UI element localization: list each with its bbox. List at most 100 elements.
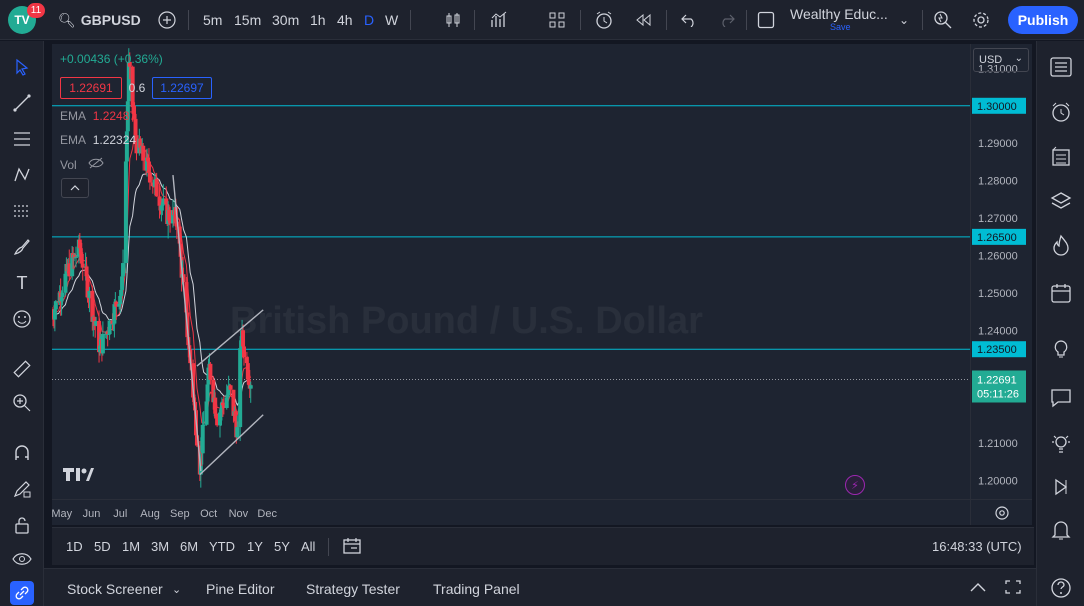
level-price-label: 1.30000 — [977, 101, 1017, 113]
range-ytd[interactable]: YTD — [209, 539, 235, 554]
fib-icon[interactable] — [10, 127, 34, 151]
help-icon[interactable] — [1049, 576, 1073, 600]
ema-slow-legend[interactable]: EMA 1.22324 — [60, 133, 136, 147]
lightning-icon[interactable]: ⚡︎ — [845, 475, 865, 495]
timeframe-w[interactable]: W — [385, 0, 398, 40]
tab-pine-editor[interactable]: Pine Editor — [206, 581, 274, 597]
brush-icon[interactable] — [10, 235, 34, 259]
range-all[interactable]: All — [301, 539, 315, 554]
legend-collapse-button[interactable] — [61, 178, 89, 198]
timeframe-15m[interactable]: 15m — [234, 0, 261, 40]
layers-icon[interactable] — [1049, 189, 1073, 213]
prediction-icon[interactable] — [10, 199, 34, 223]
price-axis[interactable]: 1.31000 1.29000 1.28000 1.27000 1.26000 1.250… — [970, 44, 1032, 499]
chevron-down-icon: ⌄ — [1015, 53, 1023, 64]
chevron-down-icon[interactable]: ⌄ — [899, 0, 909, 40]
time-tick-label: Aug — [140, 508, 160, 520]
range-1y[interactable]: 1Y — [247, 539, 263, 554]
redo-icon[interactable] — [718, 0, 736, 40]
layout-square-icon[interactable] — [757, 0, 775, 40]
publish-button[interactable]: Publish — [1008, 6, 1078, 34]
bid-price[interactable]: 1.22691 — [60, 77, 122, 99]
watchlist-icon[interactable] — [1049, 55, 1073, 79]
hotlist-fire-icon[interactable] — [1049, 233, 1073, 257]
trendline — [200, 415, 263, 475]
bar-countdown-label: 05:11:26 — [977, 389, 1019, 401]
range-1d[interactable]: 1D — [66, 539, 83, 554]
price-tick-label: 1.27000 — [978, 213, 1018, 225]
timeframe-4h[interactable]: 4h — [337, 0, 353, 40]
lock-icon[interactable] — [10, 513, 34, 537]
tab-strategy-tester[interactable]: Strategy Tester — [306, 581, 400, 597]
range-5d[interactable]: 5D — [94, 539, 111, 554]
price-tick-label: 1.24000 — [978, 325, 1018, 337]
layouts-icon[interactable] — [548, 0, 566, 40]
zoom-icon[interactable] — [10, 391, 34, 415]
notification-bell-icon[interactable] — [1049, 518, 1073, 542]
alarm-clock-icon[interactable] — [1049, 100, 1073, 124]
ideas-icon[interactable] — [1049, 337, 1073, 361]
eye-off-icon[interactable] — [88, 158, 104, 172]
tab-trading-panel[interactable]: Trading Panel — [433, 581, 520, 597]
time-tick-label: Jul — [113, 508, 127, 520]
chat-icon[interactable] — [1049, 386, 1073, 410]
draw-lock-icon[interactable] — [10, 477, 34, 501]
range-5y[interactable]: 5Y — [274, 539, 290, 554]
ask-price[interactable]: 1.22697 — [152, 77, 212, 99]
timeframe-5m[interactable]: 5m — [203, 0, 222, 40]
range-6m[interactable]: 6M — [180, 539, 198, 554]
drawing-toolbar: T — [0, 41, 44, 606]
symbol-search[interactable]: 🔍︎ GBPUSD — [58, 0, 141, 40]
idea-stream-icon[interactable] — [1049, 431, 1073, 455]
text-icon[interactable]: T — [10, 271, 34, 295]
maximize-panel-icon[interactable] — [1004, 579, 1022, 598]
search-icon: 🔍︎ — [58, 12, 76, 29]
spread-value: 0.6 — [126, 77, 148, 99]
price-tick-label: 1.21000 — [978, 438, 1018, 450]
level-price-label: 1.23500 — [977, 344, 1017, 356]
time-tick-label: Oct — [200, 508, 217, 520]
tab-stock-screener[interactable]: Stock Screener — [67, 581, 163, 597]
pattern-icon[interactable] — [10, 163, 34, 187]
account-name[interactable]: Wealthy Educ... — [790, 6, 888, 22]
volume-legend[interactable]: Vol — [60, 157, 104, 172]
price-chart[interactable] — [52, 44, 970, 499]
quick-search-icon[interactable] — [933, 0, 953, 40]
undo-icon[interactable] — [680, 0, 698, 40]
timeframe-d[interactable]: D — [364, 0, 374, 40]
data-window-icon[interactable] — [1049, 145, 1073, 169]
time-tick-label: Nov — [229, 508, 249, 520]
trendline-icon[interactable] — [10, 91, 34, 115]
emoji-icon[interactable] — [10, 307, 34, 331]
utc-clock[interactable]: 16:48:33 (UTC) — [932, 539, 1022, 554]
link-icon[interactable] — [10, 581, 34, 605]
add-symbol-icon[interactable] — [156, 0, 178, 40]
replay-icon[interactable] — [634, 0, 652, 40]
range-1m[interactable]: 1M — [122, 539, 140, 554]
gear-icon[interactable] — [971, 0, 991, 40]
indicators-icon[interactable] — [490, 0, 510, 40]
time-tick-label: Dec — [257, 508, 277, 520]
level-price-label: 1.26500 — [977, 232, 1017, 244]
chevron-down-icon[interactable]: ⌄ — [172, 583, 181, 596]
goto-date-icon[interactable] — [342, 537, 362, 558]
magnet-icon[interactable] — [10, 441, 34, 465]
calendar-icon[interactable] — [1049, 281, 1073, 305]
alert-icon[interactable] — [594, 0, 614, 40]
candle-style-icon[interactable] — [444, 0, 462, 40]
timeframe-1h[interactable]: 1h — [310, 0, 326, 40]
collapse-panel-icon[interactable] — [969, 580, 987, 597]
axis-settings[interactable] — [970, 499, 1032, 525]
currency-select[interactable]: USD ⌄ — [973, 48, 1029, 72]
chart-pane[interactable]: British Pound / U.S. Dollar — [52, 44, 970, 499]
price-tick-label: 1.20000 — [978, 475, 1018, 487]
play-icon[interactable] — [1049, 475, 1073, 499]
ema-fast-legend[interactable]: EMA 1.22487 — [60, 109, 136, 123]
range-3m[interactable]: 3M — [151, 539, 169, 554]
ema-fast-label: EMA — [60, 109, 85, 123]
cursor-icon[interactable] — [10, 55, 34, 79]
eye-icon[interactable] — [10, 547, 34, 571]
ruler-icon[interactable] — [10, 357, 34, 381]
time-axis[interactable]: May Jun Jul Aug Sep Oct Nov Dec — [52, 499, 970, 525]
timeframe-30m[interactable]: 30m — [272, 0, 299, 40]
